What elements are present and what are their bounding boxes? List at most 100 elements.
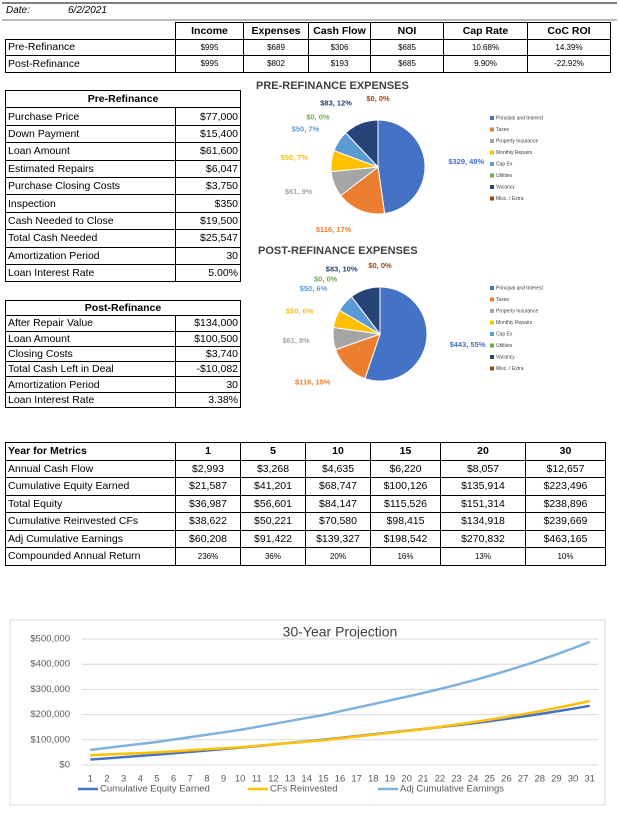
table-cell: $685 [370,55,444,73]
table-cell: Cap Rate [443,22,528,40]
table-cell: Cash Needed to Close [5,211,176,231]
y-tick-label: $100,000 [30,734,70,745]
data-table: Income Expenses Cash Flow NOI Cap Rate CoC RO… [5,22,611,73]
table-cell: $100,500 [175,330,241,347]
legend-label: Utilities [496,343,513,349]
table-cell: Total Equity [5,494,176,513]
table-cell: Annual Cash Flow [5,459,176,478]
table-cell: $2,993 [175,459,241,478]
table-cell: $306 [308,38,371,56]
table-cell: Purchase Closing Costs [5,176,176,196]
table-cell: $21,587 [175,477,241,496]
table-cell: $56,601 [240,494,306,513]
legend-swatch [490,286,494,290]
legend-label: Misc. / Extra [496,196,524,202]
x-tick-label: 4 [138,774,143,785]
data-label: $50, 6% [300,284,328,293]
table-cell: $270,832 [440,529,526,548]
legend-label: CFs Reinvested [270,784,338,795]
table-cell: $134,918 [440,512,526,531]
table-cell: Post-Refinance [5,55,176,73]
series-line [90,699,590,757]
table-row: Closing Costs $3,740 [5,345,241,363]
table-cell: Loan Amount [5,330,176,347]
x-tick-label: 15 [318,774,329,785]
x-tick-label: 3 [121,774,126,785]
data-label: $50, 7% [292,124,320,133]
chart-title: POST-REFINANCE EXPENSES [258,245,418,257]
table-cell: 36% [240,547,306,566]
table-row: Total Cash Needed $25,547 [5,229,242,248]
x-tick-label: 5 [154,774,159,785]
table-row: Pre-Refinance [4,89,242,109]
table-cell: -$10,082 [175,361,241,378]
table-cell: $36,987 [175,494,241,513]
table-cell: CoC ROI [527,22,611,40]
table-cell: $350 [174,194,242,213]
table-row: Post-Refinance $995 $802 $193 $685 9.90% -22.9… [5,55,611,73]
table-cell: $685 [370,38,444,56]
legend-label: Monthly Repairs [496,150,533,156]
legend-swatch [490,116,494,120]
table-row: Annual Cash Flow $2,993 $3,268 $4,635 $6,220… [5,459,606,478]
table-cell: $50,221 [240,512,306,531]
x-tick-label: 10 [235,774,246,785]
table-row: Total Cash Left in Deal -$10,082 [5,361,241,378]
legend-label: Property Insurance [496,308,538,314]
table-row: Loan Interest Rate 3.38% [5,391,241,409]
table-cell: NOI [370,22,444,40]
table-cell: $995 [175,55,244,73]
table-cell: 5.00% [174,263,242,283]
table-row: Loan Amount $61,600 [5,142,242,161]
x-tick-label: 31 [584,774,595,785]
data-label: $0, 0% [314,275,338,284]
x-tick-label: 29 [551,774,562,785]
data-label: $50, 6% [286,307,314,316]
table-cell: 13% [440,547,526,566]
legend-label: Taxes [496,127,510,133]
date-label: Date: [6,5,30,16]
x-tick-label: 13 [285,774,296,785]
legend-swatch [490,185,494,189]
x-tick-label: 30 [568,774,579,785]
table-cell: 3.38% [175,391,241,409]
table-cell: 20% [305,547,371,566]
table-cell: Year for Metrics [5,442,176,461]
data-label: $329, 48% [448,157,484,166]
table-cell: $139,327 [305,529,371,548]
table-cell: $91,422 [240,529,306,548]
pie-slice [345,119,379,169]
table-cell: 16% [370,547,441,566]
y-tick-label: $500,000 [30,634,70,645]
legend-label: Misc. / Extra [496,366,524,372]
table-cell: Compounded Annual Return [5,547,176,566]
table-row: After Repair Value $134,000 [5,315,241,332]
table-row: Income Expenses Cash Flow NOI Cap Rate CoC RO… [6,22,611,40]
table-cell: $995 [175,38,244,56]
legend-label: Principal and Interest [496,285,544,291]
table-row: Cumulative Reinvested CFs $38,622 $50,221 $… [5,512,606,531]
table-cell: Amortization Period [5,376,176,393]
table-cell: 5 [240,442,306,461]
table-cell: -22.92% [527,55,611,73]
table-cell: Loan Interest Rate [5,391,176,409]
table-row: Amortization Period 30 [5,376,241,393]
x-tick-label: 9 [221,774,226,785]
table-cell: Loan Amount [5,142,176,161]
table-cell: $68,747 [305,477,371,496]
x-tick-label: 24 [468,774,479,785]
table-row: Inspection $350 [5,194,242,213]
table-cell: Cumulative Equity Earned [5,477,176,496]
legend-swatch [490,355,494,359]
data-label: $61, 8% [282,336,310,345]
table-cell: Down Payment [5,124,176,144]
table-cell: $25,547 [174,229,242,248]
x-tick-label: 22 [435,774,446,785]
table-cell: Estimated Repairs [5,159,176,178]
x-tick-label: 28 [534,774,545,785]
table-cell: 30 [175,376,241,393]
legend-swatch [490,332,494,336]
table-cell: After Repair Value [5,315,176,332]
table-cell: $61,600 [174,142,242,161]
table-cell: $41,201 [240,477,306,496]
